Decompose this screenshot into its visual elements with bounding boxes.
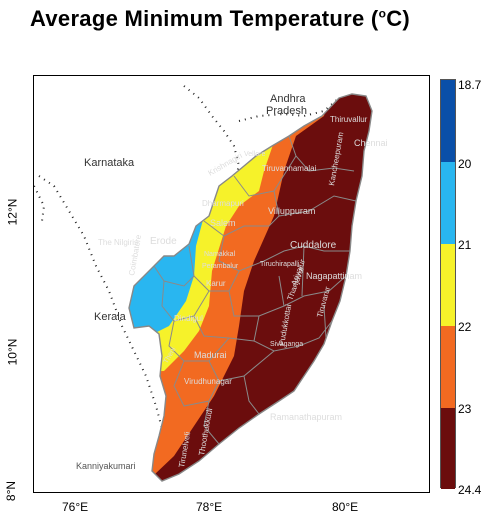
district-label: Ramanathapuram bbox=[270, 412, 342, 422]
district-label: Erode bbox=[150, 236, 177, 247]
district-label: Kanniyakumari bbox=[76, 461, 136, 471]
district-label: Dharmapuri bbox=[202, 199, 244, 208]
district-label: Thiruvallur bbox=[330, 115, 368, 124]
legend-tick: 18.7 bbox=[458, 78, 482, 92]
district-label: Chennai bbox=[354, 138, 388, 148]
legend-swatch bbox=[441, 408, 455, 489]
neighbor-label: Pradesh bbox=[266, 105, 307, 117]
district-label: Salem bbox=[210, 218, 236, 228]
map-svg: Andhra Pradesh Karnataka Kerala Thiruval… bbox=[34, 85, 388, 482]
district-label: Sivaganga bbox=[270, 341, 303, 348]
legend-swatch bbox=[441, 244, 455, 326]
map-frame: Andhra Pradesh Karnataka Kerala Thiruval… bbox=[33, 75, 430, 493]
district-label: Tiruchirapalli bbox=[260, 261, 300, 268]
legend-color-bar bbox=[440, 79, 456, 489]
state-outline bbox=[128, 93, 373, 482]
y-tick-label: 8°N bbox=[4, 480, 19, 502]
y-tick-label: 10°N bbox=[5, 338, 20, 366]
neighbor-border-line bbox=[34, 185, 46, 222]
x-tick-label: 80°E bbox=[332, 500, 359, 514]
neighbor-border-line bbox=[183, 85, 241, 182]
legend-tick: 23 bbox=[458, 402, 472, 416]
legend-swatch bbox=[441, 162, 455, 244]
district-label: Karur bbox=[206, 279, 226, 288]
district-boundaries bbox=[153, 135, 357, 445]
district-label: Madurai bbox=[194, 350, 227, 360]
district-label: Nagapattinam bbox=[306, 271, 362, 281]
neighbor-border-line bbox=[38, 175, 173, 467]
x-tick-label: 76°E bbox=[62, 500, 89, 514]
district-label: Namakkal bbox=[204, 251, 236, 258]
zone-18-20 bbox=[129, 94, 194, 286]
district-label: Vellore bbox=[244, 151, 266, 158]
legend-tick: 21 bbox=[458, 238, 472, 252]
y-tick-label: 12°N bbox=[5, 198, 20, 226]
district-label: Perambalur bbox=[202, 263, 239, 270]
legend-swatch bbox=[441, 80, 455, 162]
x-tick-label: 78°E bbox=[196, 500, 223, 514]
legend-swatch bbox=[441, 326, 455, 408]
district-label: Cuddalore bbox=[290, 240, 337, 251]
neighbor-label: Andhra bbox=[270, 93, 306, 105]
map-title: Average Minimum Temperature (oC) bbox=[30, 6, 411, 31]
district-label: The Nilgiris bbox=[98, 238, 138, 247]
neighbor-label: Kerala bbox=[94, 311, 127, 323]
legend-tick: 24.4 bbox=[458, 483, 482, 497]
legend-tick: 20 bbox=[458, 157, 472, 171]
district-label: Tiruvannamalai bbox=[262, 164, 317, 173]
district-label: Dindigul bbox=[174, 314, 203, 323]
neighbor-label: Karnataka bbox=[84, 157, 135, 169]
legend-tick: 22 bbox=[458, 320, 472, 334]
district-label: Virudhunagar bbox=[184, 377, 232, 386]
district-label: Villuppuram bbox=[268, 206, 315, 216]
